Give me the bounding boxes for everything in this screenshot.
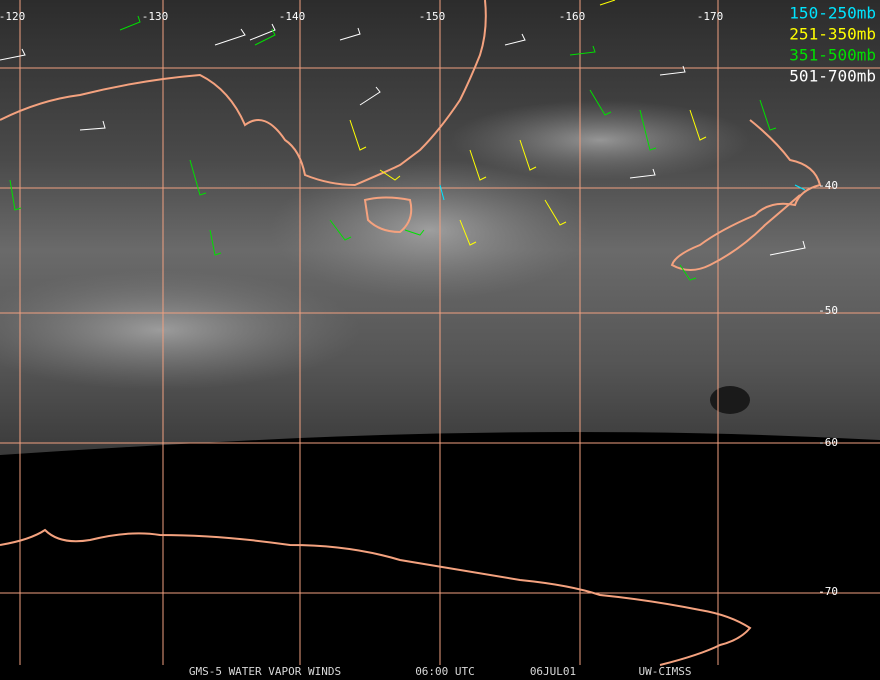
wind-barb <box>0 23 806 256</box>
longitude-label: -170 <box>697 10 724 23</box>
footer-text: 06:00 UTC <box>415 665 475 678</box>
wind-barb <box>9 15 777 281</box>
wind-barb <box>439 184 806 201</box>
grid <box>0 0 880 665</box>
footer-text: UW-CIMSS <box>639 665 692 678</box>
new-zealand-coast <box>670 119 822 271</box>
longitude-label: -160 <box>559 10 586 23</box>
wind-barbs <box>0 0 806 281</box>
longitude-label: -150 <box>419 10 446 23</box>
australia-coast <box>0 0 487 187</box>
labels: -120 -130 -140 -150 -160 -170 -40 -50 -60 -70 150-… <box>0 4 876 679</box>
dark-spot <box>710 386 750 414</box>
legend-entry: 501-700mb <box>789 67 876 86</box>
legend-entry: 351-500mb <box>789 46 876 65</box>
antarctica-coast <box>0 528 752 666</box>
latitude-label: -70 <box>818 585 838 598</box>
cloud-band <box>270 160 590 300</box>
legend-entry: 251-350mb <box>789 25 876 44</box>
latitude-label: -40 <box>818 179 838 192</box>
coastlines <box>0 0 822 666</box>
footer-text: 06JUL01 <box>530 665 576 678</box>
legend-entry: 150-250mb <box>789 4 876 23</box>
footer-text: GMS-5 WATER VAPOR WINDS <box>189 665 341 678</box>
cloud-band <box>450 100 750 180</box>
latitude-label: -50 <box>818 304 838 317</box>
longitude-label: -120 <box>0 10 25 23</box>
wind-barb <box>349 0 707 246</box>
longitude-label: -130 <box>142 10 169 23</box>
tasmania-coast <box>363 196 413 234</box>
longitude-label: -140 <box>279 10 306 23</box>
cloud-band <box>0 270 360 390</box>
latitude-label: -60 <box>818 436 838 449</box>
